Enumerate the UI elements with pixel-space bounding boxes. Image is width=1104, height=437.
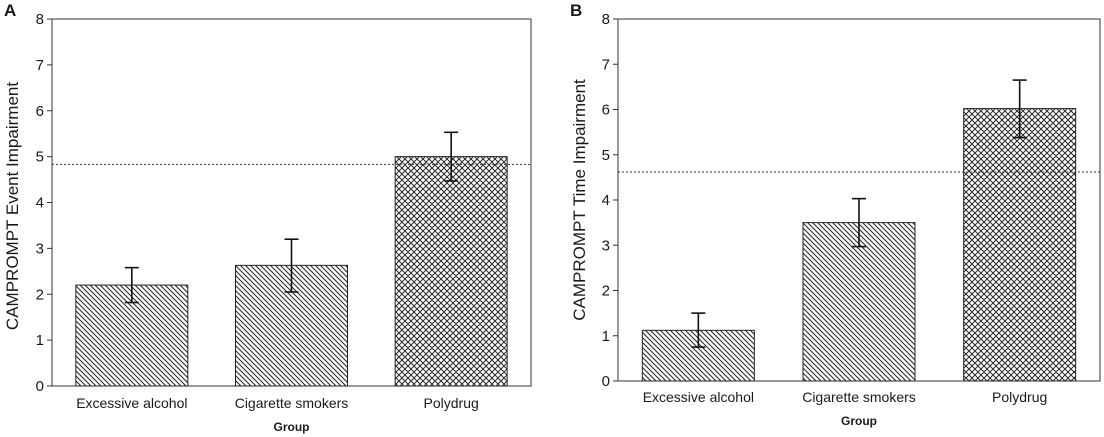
category-labels-b: Excessive alcohol Cigarette smokers Poly…	[643, 389, 1048, 405]
y-tick-label: 3	[36, 240, 44, 257]
y-axis-title-a: CAMPROMPT Event Impairment	[3, 82, 22, 330]
y-tick-label: 2	[36, 286, 44, 303]
category-labels-a: Excessive alcohol Cigarette smokers Poly…	[76, 395, 479, 411]
y-tick-label: 2	[602, 283, 610, 300]
bar	[394, 156, 508, 387]
y-tick-labels-a: 0 1 2 3 4 5 6 7 8	[36, 11, 44, 395]
y-tick-label: 0	[36, 378, 44, 395]
y-tick-label: 8	[602, 11, 610, 28]
chart-panel-b: B CAMPROMPT Time Impairment 0 1 2 3 4 5 …	[570, 1, 1101, 428]
y-tick-labels-b: 0 1 2 3 4 5 6 7 8	[602, 11, 610, 390]
y-tick-label: 1	[602, 328, 610, 345]
y-tick-label: 4	[36, 195, 44, 212]
y-tick-label: 6	[602, 102, 610, 119]
y-tick-label: 0	[602, 373, 610, 390]
y-tick-label: 5	[602, 147, 610, 164]
bar	[802, 222, 916, 382]
y-tick-label: 7	[36, 57, 44, 74]
x-axis-title-a: Group	[274, 420, 310, 434]
y-tick-label: 5	[36, 149, 44, 166]
y-tick-label: 8	[36, 11, 44, 28]
x-axis-title-b: Group	[841, 414, 877, 428]
x-category-label: Cigarette smokers	[235, 395, 349, 411]
x-category-label: Excessive alcohol	[76, 395, 187, 411]
chart-panel-a: A CAMPROMPT Event Impairment 0 1 2 3 4 5…	[3, 1, 532, 434]
x-category-label: Polydrug	[992, 389, 1047, 405]
bar	[963, 108, 1077, 382]
y-axis-title-b: CAMPROMPT Time Impairment	[570, 79, 589, 321]
panel-letter-a: A	[4, 1, 16, 20]
y-tick-label: 1	[36, 332, 44, 349]
y-tick-label: 4	[602, 192, 610, 209]
y-tick-label: 7	[602, 56, 610, 73]
panel-letter-b: B	[570, 1, 582, 20]
x-category-label: Cigarette smokers	[802, 389, 916, 405]
x-category-label: Polydrug	[424, 395, 479, 411]
y-tick-label: 6	[36, 103, 44, 120]
x-category-label: Excessive alcohol	[643, 389, 754, 405]
y-tick-label: 3	[602, 237, 610, 254]
